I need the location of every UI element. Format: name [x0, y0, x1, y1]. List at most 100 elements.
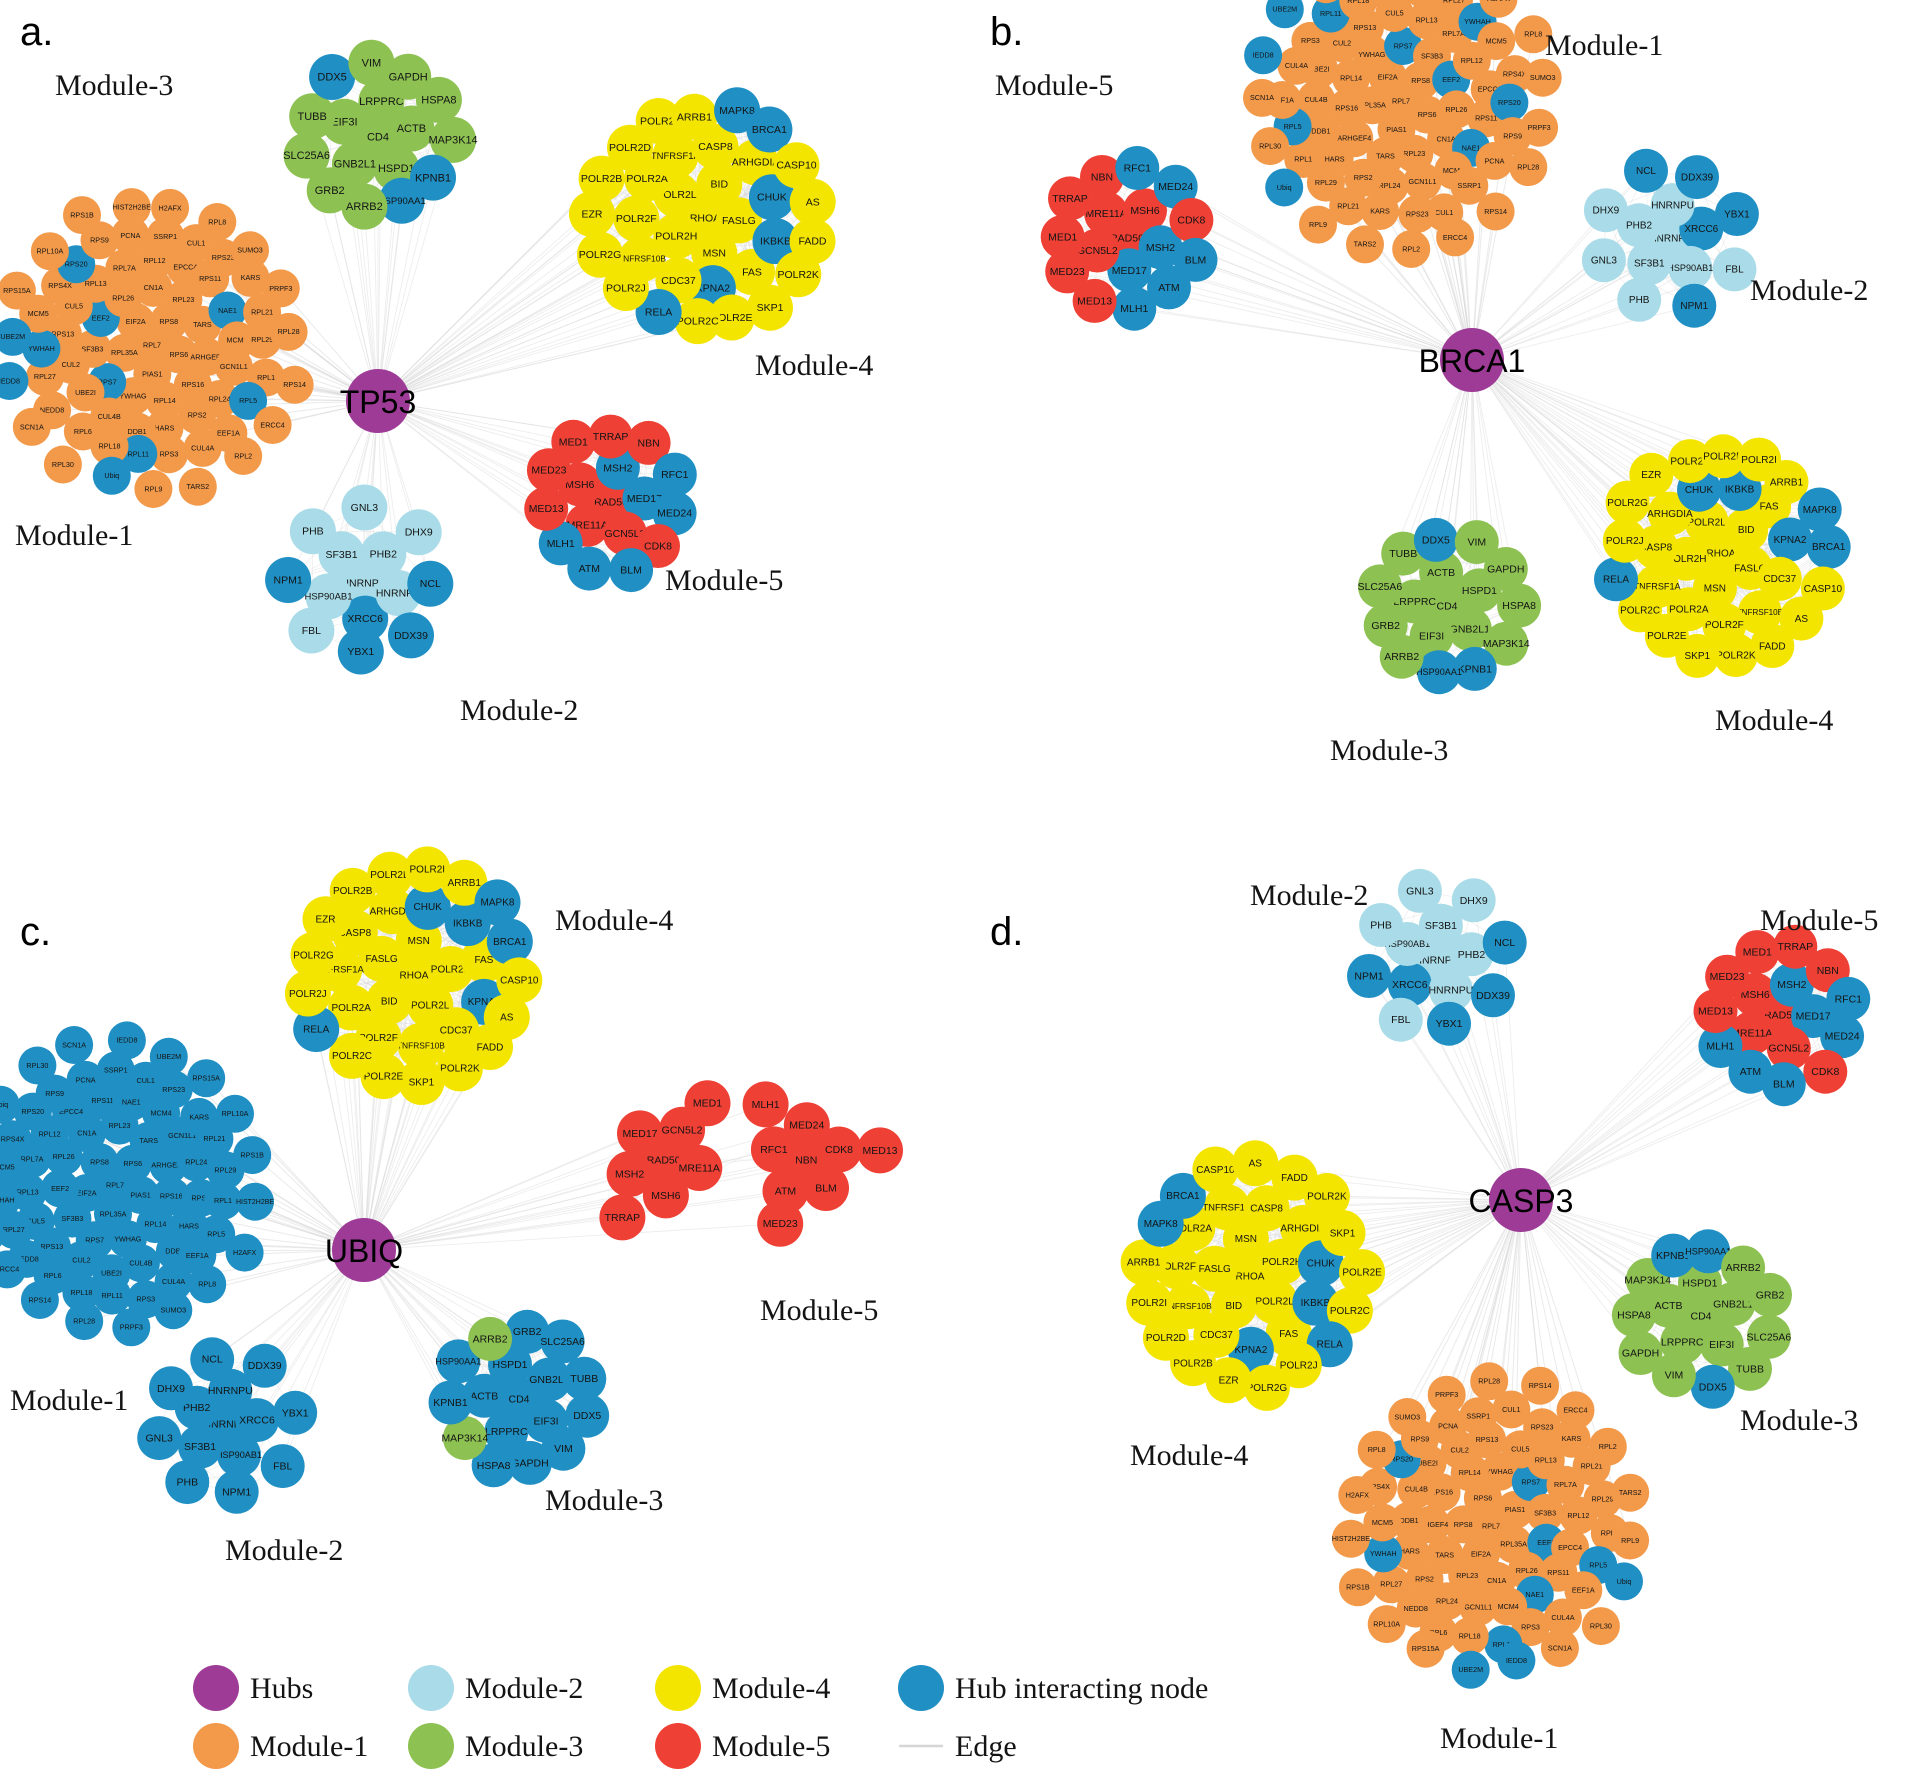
svg-text:CDK8: CDK8 [644, 540, 672, 552]
svg-text:PRPF3: PRPF3 [120, 1323, 143, 1332]
svg-text:CHUK: CHUK [1685, 485, 1714, 496]
svg-text:SF3B1: SF3B1 [184, 1441, 216, 1453]
svg-text:RPS11: RPS11 [91, 1096, 113, 1105]
svg-text:YBX1: YBX1 [347, 646, 374, 658]
svg-text:YWHAH: YWHAH [1370, 1549, 1397, 1558]
svg-text:Module-1: Module-1 [250, 1730, 368, 1763]
svg-text:ACTB: ACTB [470, 1390, 498, 1402]
svg-text:DDX39: DDX39 [248, 1360, 282, 1372]
svg-text:XRCC6: XRCC6 [1684, 224, 1718, 235]
svg-text:Module-4: Module-4 [555, 904, 673, 937]
svg-text:CUL2: CUL2 [1333, 39, 1351, 48]
svg-text:YBX1: YBX1 [282, 1407, 309, 1419]
svg-text:ERCC4: ERCC4 [0, 1265, 19, 1274]
svg-text:H2AFX: H2AFX [159, 203, 182, 212]
svg-text:BLM: BLM [1773, 1079, 1795, 1091]
svg-text:AS: AS [1795, 614, 1809, 625]
svg-text:MSN: MSN [1704, 584, 1726, 595]
svg-text:ATM: ATM [1158, 282, 1179, 294]
svg-text:POLR2K: POLR2K [777, 269, 818, 281]
svg-text:PHB: PHB [302, 526, 324, 538]
svg-text:ACTB: ACTB [1427, 567, 1455, 579]
svg-text:RPL24: RPL24 [185, 1158, 207, 1167]
svg-text:RPL27: RPL27 [1380, 1580, 1402, 1589]
svg-text:MCM5: MCM5 [1372, 1518, 1393, 1527]
svg-text:DHX9: DHX9 [1593, 206, 1620, 217]
svg-text:RPS3: RPS3 [136, 1295, 155, 1304]
svg-text:PIAS1: PIAS1 [142, 370, 162, 379]
svg-text:MAPK8: MAPK8 [719, 105, 755, 117]
svg-text:SF3B1: SF3B1 [325, 549, 357, 561]
svg-text:FADD: FADD [1759, 641, 1786, 652]
svg-text:RPL26: RPL26 [1516, 1566, 1538, 1575]
svg-text:YWHAG: YWHAG [1486, 1467, 1514, 1476]
svg-text:Module-5: Module-5 [712, 1730, 830, 1763]
svg-text:PHB2: PHB2 [370, 549, 398, 561]
svg-text:d.: d. [990, 910, 1023, 954]
svg-text:Module-3: Module-3 [1330, 734, 1448, 767]
svg-text:SF3B1: SF3B1 [1634, 258, 1665, 269]
svg-text:YWHAH: YWHAH [28, 344, 55, 353]
svg-text:CASP10: CASP10 [1196, 1165, 1235, 1176]
svg-text:YBX1: YBX1 [1436, 1018, 1463, 1030]
svg-text:SCN1A: SCN1A [1250, 93, 1274, 102]
svg-text:NBN: NBN [1091, 172, 1113, 184]
svg-text:RPL18: RPL18 [99, 442, 121, 451]
svg-text:CUL2: CUL2 [1451, 1445, 1469, 1454]
svg-text:BID: BID [1738, 525, 1755, 536]
svg-text:RPL14: RPL14 [1459, 1468, 1481, 1477]
svg-text:POLR2E: POLR2E [364, 1071, 404, 1082]
svg-text:ARRB1: ARRB1 [677, 111, 712, 123]
svg-text:NPM1: NPM1 [1680, 301, 1708, 312]
svg-text:RELA: RELA [645, 307, 672, 319]
svg-text:GNL3: GNL3 [351, 502, 379, 514]
svg-text:POLR2K: POLR2K [1716, 650, 1756, 661]
svg-text:HSPA8: HSPA8 [421, 95, 456, 107]
svg-text:RPL14: RPL14 [144, 1220, 166, 1229]
svg-text:RPS3: RPS3 [160, 450, 179, 459]
svg-text:SSRP1: SSRP1 [1467, 1412, 1491, 1421]
svg-text:PRPF3: PRPF3 [1435, 1390, 1458, 1399]
svg-text:CDK8: CDK8 [1811, 1066, 1839, 1078]
svg-text:RPL29: RPL29 [214, 1166, 236, 1175]
svg-text:RPL21: RPL21 [251, 308, 273, 317]
svg-text:RELA: RELA [303, 1024, 329, 1035]
svg-text:FAS: FAS [1760, 501, 1779, 512]
svg-text:EEF1A: EEF1A [186, 1251, 209, 1260]
svg-text:NBN: NBN [638, 437, 660, 449]
svg-text:TRRAP: TRRAP [1052, 193, 1088, 205]
svg-text:RFC1: RFC1 [661, 469, 689, 481]
svg-text:RPL30: RPL30 [52, 460, 74, 469]
svg-text:POLR2K: POLR2K [1307, 1191, 1347, 1202]
svg-text:TP53: TP53 [340, 384, 416, 420]
svg-text:RPS1B: RPS1B [240, 1151, 264, 1160]
svg-text:PCNA: PCNA [1485, 156, 1505, 165]
svg-text:POLR2B: POLR2B [1173, 1358, 1213, 1369]
svg-text:ARRB2: ARRB2 [1726, 1262, 1761, 1274]
svg-text:TUBB: TUBB [570, 1373, 598, 1385]
svg-text:NCL: NCL [1494, 937, 1515, 949]
svg-text:SCN1A: SCN1A [20, 422, 44, 431]
svg-text:RPS8: RPS8 [1454, 1520, 1473, 1529]
svg-text:SUMO3: SUMO3 [237, 246, 263, 255]
svg-text:PIAS1: PIAS1 [130, 1190, 150, 1199]
svg-text:RPL18: RPL18 [1347, 0, 1369, 5]
svg-text:RPS15A: RPS15A [192, 1074, 220, 1083]
svg-text:RPL18: RPL18 [1459, 1632, 1481, 1641]
svg-text:PIAS1: PIAS1 [1505, 1505, 1525, 1514]
svg-text:RPL35A: RPL35A [1500, 1540, 1527, 1549]
svg-text:DDX39: DDX39 [1681, 172, 1714, 183]
svg-text:SCN1A: SCN1A [62, 1040, 86, 1049]
svg-text:POLR2F: POLR2F [616, 213, 657, 225]
svg-text:TRRAP: TRRAP [605, 1212, 641, 1224]
svg-text:RPL24: RPL24 [209, 394, 231, 403]
svg-text:RPL27: RPL27 [3, 1225, 25, 1234]
svg-text:EEF1A: EEF1A [1572, 1586, 1595, 1595]
svg-text:Module-4: Module-4 [755, 349, 873, 382]
svg-text:MCM5: MCM5 [28, 309, 49, 318]
svg-text:MED17: MED17 [622, 1128, 657, 1140]
svg-text:POLR2G: POLR2G [1607, 498, 1648, 509]
svg-text:RPS6: RPS6 [1474, 1494, 1493, 1503]
svg-text:RPL2: RPL2 [1599, 1442, 1617, 1451]
svg-text:Ubiq: Ubiq [1617, 1577, 1632, 1586]
